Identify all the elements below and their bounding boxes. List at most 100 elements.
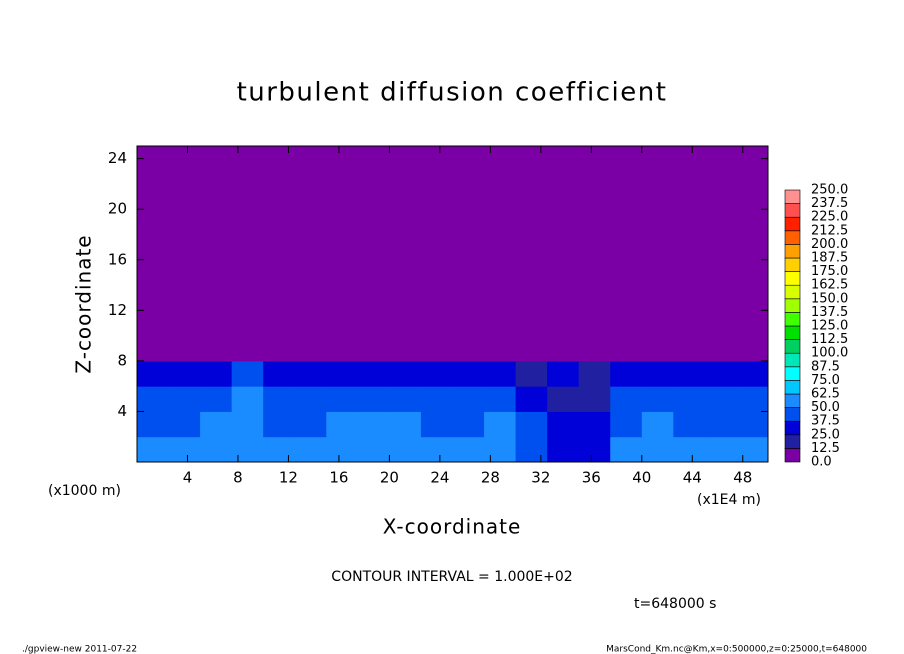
colorbar-swatch: [784, 257, 801, 272]
contour-cell: [610, 386, 643, 412]
colorbar-label: 100.0: [811, 346, 848, 361]
contour-cell: [294, 360, 327, 387]
colorbar-label: 162.5: [811, 278, 848, 293]
contour-cell: [420, 386, 453, 412]
contour-cell: [547, 411, 580, 438]
contour-cell: [168, 386, 201, 412]
colorbar-swatch: [784, 230, 801, 245]
contour-cell: [137, 360, 170, 387]
contour-cell: [704, 386, 737, 412]
contour-cell: [137, 146, 170, 362]
contour-cell: [389, 146, 422, 362]
contour-cell: [200, 436, 233, 463]
colorbar-label: 37.5: [811, 414, 840, 429]
contour-cell: [704, 436, 737, 463]
y-tick-label: 8: [117, 351, 127, 369]
colorbar-swatch: [784, 434, 801, 449]
y-tick-label: 12: [108, 301, 127, 319]
contour-cell: [452, 146, 485, 362]
x-tick-label: 36: [582, 469, 601, 487]
contour-cell: [673, 360, 706, 387]
colorbar-label: 212.5: [811, 223, 848, 238]
time-note: t=648000 s: [634, 596, 716, 612]
contour-cell: [452, 411, 485, 438]
contour-cell: [168, 436, 201, 463]
colorbar-swatch: [784, 244, 801, 259]
contour-cell: [420, 360, 453, 387]
contour-cell: [326, 360, 359, 387]
x-tick-label: 44: [683, 469, 702, 487]
contour-cell: [326, 386, 359, 412]
contour-cell: [484, 436, 517, 463]
colorbar-label: 12.5: [811, 441, 840, 456]
contour-cell: [326, 411, 359, 438]
contour-cell: [357, 146, 390, 362]
contour-cell: [515, 146, 548, 362]
contour-cell: [357, 411, 390, 438]
contour-cell: [736, 386, 769, 412]
contour-cell: [200, 411, 233, 438]
contour-cell: [231, 436, 264, 463]
contour-cell: [420, 146, 453, 362]
contour-cell: [231, 411, 264, 438]
colorbar-swatch: [784, 312, 801, 327]
contour-cell: [168, 360, 201, 387]
contour-cell: [326, 436, 359, 463]
contour-cell: [200, 146, 233, 362]
colorbar-swatch: [784, 339, 801, 354]
colorbar-label: 25.0: [811, 427, 840, 442]
contour-cell: [263, 360, 296, 387]
colorbar-swatch: [784, 407, 801, 422]
contour-cell: [137, 386, 170, 412]
contour-cell: [294, 436, 327, 463]
x-tick-label: 4: [183, 469, 193, 487]
contour-cell: [484, 386, 517, 412]
colorbar-swatch: [784, 298, 801, 313]
contour-cell: [452, 436, 485, 463]
contour-cell: [484, 360, 517, 387]
colorbar-label: 62.5: [811, 387, 840, 402]
contour-cell: [547, 360, 580, 387]
contour-cell: [231, 360, 264, 387]
y-tick-label: 16: [108, 250, 127, 268]
colorbar-label: 187.5: [811, 251, 848, 266]
colorbar-label: 75.0: [811, 373, 840, 388]
x-tick-label: 48: [733, 469, 752, 487]
contour-cell: [673, 386, 706, 412]
contour-cell: [673, 411, 706, 438]
contour-cell: [389, 411, 422, 438]
x-tick-label: 16: [329, 469, 348, 487]
colorbar-swatch: [784, 325, 801, 340]
footer-right: MarsCond_Km.nc@Km,x=0:500000,z=0:25000,t…: [606, 645, 867, 654]
colorbar-label: 200.0: [811, 237, 848, 252]
y-axis-title: Z-coordinate: [72, 234, 96, 373]
contour-cell: [578, 386, 611, 412]
y-tick-label: 20: [108, 200, 127, 218]
unit-note: (x1E4 m): [697, 492, 761, 508]
contour-cell: [263, 146, 296, 362]
colorbar-label: 50.0: [811, 400, 840, 415]
colorbar-label: 225.0: [811, 210, 848, 225]
contour-cell: [641, 411, 674, 438]
contour-cell: [515, 436, 548, 463]
contour-cell: [200, 386, 233, 412]
colorbar-label: 112.5: [811, 332, 848, 347]
x-tick-label: 32: [531, 469, 550, 487]
contour-cell: [484, 146, 517, 362]
contour-cell: [704, 146, 737, 362]
x-tick-label: 24: [430, 469, 449, 487]
colorbar-swatch: [784, 380, 801, 395]
colorbar-swatch: [784, 216, 801, 232]
x-tick-label: 12: [279, 469, 298, 487]
contour-cell: [420, 411, 453, 438]
contour-cell: [357, 386, 390, 412]
contour-cell: [704, 411, 737, 438]
contour-cell: [673, 146, 706, 362]
contour-interval: CONTOUR INTERVAL = 1.000E+02: [331, 569, 572, 585]
contour-cell: [484, 411, 517, 438]
colorbar-label: 150.0: [811, 291, 848, 306]
contour-cell: [641, 146, 674, 362]
contour-cell: [389, 360, 422, 387]
contour-cell: [420, 436, 453, 463]
contour-cell: [547, 146, 580, 362]
